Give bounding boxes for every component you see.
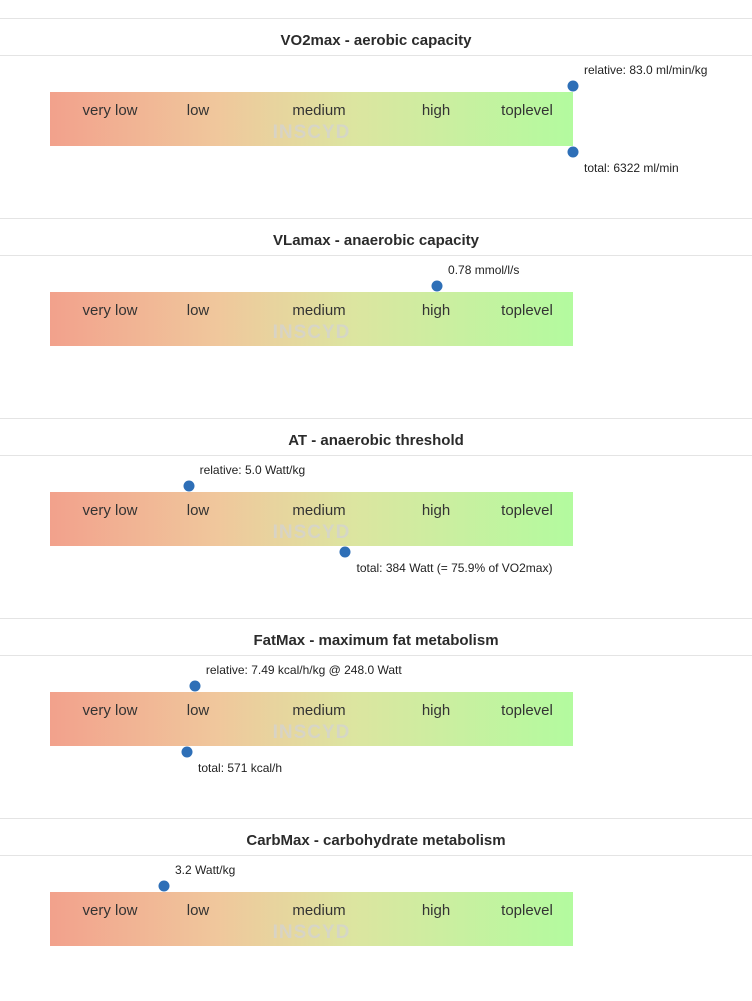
- value-marker-label: 3.2 Watt/kg: [175, 863, 236, 877]
- metric-panel: FatMax - maximum fat metabolism very low l…: [0, 600, 752, 800]
- level-label-toplevel: toplevel: [501, 502, 553, 519]
- level-label-toplevel: toplevel: [501, 102, 553, 119]
- metric-panel: VLamax - anaerobic capacity very low low me…: [0, 200, 752, 400]
- panel-title: FatMax - maximum fat metabolism: [253, 632, 499, 649]
- level-label-high: high: [421, 502, 451, 519]
- value-marker-dot: [431, 280, 443, 292]
- level-label-very-low: very low: [82, 902, 138, 919]
- value-marker-dot: [158, 880, 170, 892]
- inscyd-watermark: INSCYD: [272, 122, 351, 143]
- value-marker-dot: [567, 146, 579, 158]
- value-marker-dot: [183, 480, 195, 492]
- level-label-low: low: [186, 302, 210, 319]
- level-bar: very low low medium high toplevel INSCYD: [50, 92, 573, 146]
- level-label-high: high: [421, 302, 451, 319]
- level-label-medium: medium: [292, 702, 346, 719]
- panel-title: AT - anaerobic threshold: [288, 432, 464, 449]
- inscyd-watermark: INSCYD: [272, 322, 351, 343]
- level-bar: very low low medium high toplevel INSCYD: [50, 892, 573, 946]
- level-label-low: low: [186, 702, 210, 719]
- inscyd-watermark: INSCYD: [272, 522, 351, 543]
- value-marker-dot: [339, 546, 351, 558]
- level-label-high: high: [421, 102, 451, 119]
- value-marker-dot: [189, 680, 201, 692]
- level-label-low: low: [186, 902, 210, 919]
- level-label-medium: medium: [292, 902, 346, 919]
- panel-header: CarbMax - carbohydrate metabolism: [0, 818, 752, 856]
- level-bar: very low low medium high toplevel INSCYD: [50, 692, 573, 746]
- value-marker-label: relative: 83.0 ml/min/kg: [584, 63, 708, 77]
- panel-header: VLamax - anaerobic capacity: [0, 218, 752, 256]
- level-label-toplevel: toplevel: [501, 702, 553, 719]
- level-label-low: low: [186, 502, 210, 519]
- panel-header: FatMax - maximum fat metabolism: [0, 618, 752, 656]
- level-label-medium: medium: [292, 502, 346, 519]
- panel-title: VLamax - anaerobic capacity: [273, 232, 479, 249]
- panel-header: AT - anaerobic threshold: [0, 418, 752, 456]
- level-label-toplevel: toplevel: [501, 902, 553, 919]
- panel-title: CarbMax - carbohydrate metabolism: [246, 832, 506, 849]
- inscyd-watermark: INSCYD: [272, 722, 351, 743]
- panel-header: VO2max - aerobic capacity: [0, 18, 752, 56]
- level-bar: very low low medium high toplevel INSCYD: [50, 292, 573, 346]
- metric-panel: CarbMax - carbohydrate metabolism very lo…: [0, 800, 752, 1000]
- value-marker-label: relative: 5.0 Watt/kg: [199, 463, 306, 477]
- level-label-medium: medium: [292, 302, 346, 319]
- value-marker-dot: [181, 746, 193, 758]
- level-label-very-low: very low: [82, 702, 138, 719]
- level-label-low: low: [186, 102, 210, 119]
- level-label-medium: medium: [292, 102, 346, 119]
- level-label-high: high: [421, 902, 451, 919]
- level-label-very-low: very low: [82, 302, 138, 319]
- level-label-high: high: [421, 702, 451, 719]
- value-marker-label: total: 6322 ml/min: [584, 161, 679, 175]
- level-label-very-low: very low: [82, 102, 138, 119]
- value-marker-label: total: 571 kcal/h: [198, 761, 283, 775]
- level-label-very-low: very low: [82, 502, 138, 519]
- level-bar: very low low medium high toplevel INSCYD: [50, 492, 573, 546]
- value-marker-dot: [567, 80, 579, 92]
- panel-title: VO2max - aerobic capacity: [280, 32, 472, 49]
- value-marker-label: 0.78 mmol/l/s: [448, 263, 520, 277]
- metric-panel: VO2max - aerobic capacity very low low medi…: [0, 0, 752, 200]
- level-label-toplevel: toplevel: [501, 302, 553, 319]
- value-marker-label: total: 384 Watt (= 75.9% of VO2max): [356, 561, 553, 575]
- metric-panel: AT - anaerobic threshold very low low mediu…: [0, 400, 752, 600]
- value-marker-label: relative: 7.49 kcal/h/kg @ 248.0 Watt: [205, 663, 402, 677]
- inscyd-watermark: INSCYD: [272, 922, 351, 943]
